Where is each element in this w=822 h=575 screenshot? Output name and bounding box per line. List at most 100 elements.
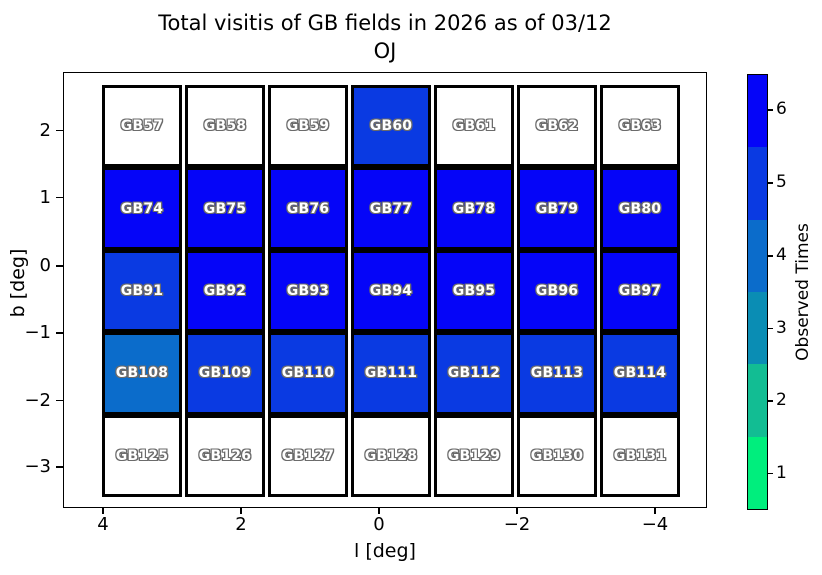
y-axis-tick	[56, 265, 63, 267]
grid-cell: GB125	[102, 414, 182, 497]
grid-cell: GB126	[185, 414, 265, 497]
grid-cell-label: GB111	[364, 365, 418, 382]
chart-title-line1: Total visitis of GB fields in 2026 as of…	[158, 11, 612, 35]
x-axis-tick-label: 0	[373, 514, 385, 535]
field-grid: GB57 GB58 GB59 GB60 GB61 GB62 GB63 GB74 GB75 GB76…	[102, 85, 680, 497]
grid-cell: GB112	[434, 332, 514, 415]
grid-cell-label: GB112	[447, 365, 501, 382]
grid-cell-label: GB94	[369, 282, 413, 299]
colorbar-tick-label: 5	[776, 172, 787, 192]
y-axis-tick	[56, 332, 63, 334]
x-axis-tick	[240, 507, 242, 514]
x-axis-label: l [deg]	[354, 540, 416, 562]
colorbar-tick	[768, 255, 773, 257]
y-axis-tick	[56, 399, 63, 402]
grid-cell-label: GB76	[286, 200, 330, 217]
grid-cell: GB74	[102, 167, 182, 250]
grid-cell: GB76	[268, 167, 348, 250]
x-axis-tick-label: −4	[641, 514, 669, 535]
grid-cell: GB79	[517, 167, 597, 250]
x-axis-tick	[516, 507, 518, 514]
colorbar	[747, 74, 768, 510]
y-axis-tick	[56, 129, 63, 132]
grid-cell-label: GB80	[618, 200, 662, 217]
grid-cell: GB77	[351, 167, 431, 250]
y-axis-tick	[56, 196, 63, 199]
x-axis-tick	[102, 507, 104, 514]
grid-cell: GB114	[600, 332, 680, 415]
colorbar-label: Observed Times	[793, 223, 813, 361]
grid-cell: GB61	[434, 85, 514, 168]
grid-cell: GB58	[185, 85, 265, 168]
grid-cell: GB130	[517, 414, 597, 497]
colorbar-segment	[748, 364, 767, 437]
grid-cell-label: GB62	[535, 118, 579, 135]
x-axis-tick	[654, 507, 656, 514]
grid-cell: GB93	[268, 249, 348, 333]
colorbar-tick-label: 1	[776, 462, 787, 483]
grid-cell-label: GB63	[618, 118, 662, 135]
colorbar-segment	[748, 147, 767, 220]
colorbar-segment	[748, 219, 767, 292]
colorbar-tick-label: 3	[776, 317, 787, 338]
grid-cell-label: GB127	[281, 447, 335, 464]
plot-frame: GB57 GB58 GB59 GB60 GB61 GB62 GB63 GB74 GB75 GB76…	[63, 72, 707, 508]
grid-cell-label: GB59	[286, 118, 330, 135]
y-axis-tick-label: 0	[39, 255, 51, 276]
grid-cell-label: GB108	[115, 365, 169, 382]
grid-cell-label: GB95	[452, 282, 496, 299]
x-axis-tick-label: 2	[235, 514, 247, 535]
y-axis-tick	[56, 466, 63, 468]
grid-cell-label: GB125	[115, 447, 169, 464]
grid-cell-label: GB77	[369, 200, 413, 217]
grid-cell: GB80	[600, 167, 680, 250]
grid-cell: GB94	[351, 249, 431, 333]
x-axis-tick-label: 4	[97, 514, 109, 535]
grid-cell-label: GB126	[198, 447, 252, 464]
grid-cell-label: GB96	[535, 282, 579, 299]
grid-cell-label: GB130	[530, 447, 584, 464]
grid-cell-label: GB78	[452, 200, 496, 217]
grid-cell: GB131	[600, 414, 680, 497]
grid-cell-label: GB110	[281, 365, 335, 382]
grid-cell: GB127	[268, 414, 348, 497]
y-axis-tick-label: 1	[39, 186, 51, 208]
chart-title-line2: OJ	[373, 39, 397, 63]
grid-cell-label: GB91	[120, 282, 164, 299]
grid-cell: GB78	[434, 167, 514, 250]
colorbar-tick-label: 4	[776, 245, 787, 265]
grid-cell: GB57	[102, 85, 182, 168]
grid-cell: GB95	[434, 249, 514, 333]
grid-cell-label: GB113	[530, 365, 584, 382]
colorbar-segment	[748, 75, 767, 148]
grid-cell: GB113	[517, 332, 597, 415]
colorbar-tick	[768, 109, 773, 111]
grid-cell: GB96	[517, 249, 597, 333]
colorbar-tick	[768, 327, 773, 330]
grid-cell-label: GB60	[369, 118, 413, 135]
grid-cell: GB129	[434, 414, 514, 497]
colorbar-tick-label: 2	[776, 390, 787, 410]
grid-cell-label: GB57	[120, 118, 164, 135]
grid-cell-label: GB131	[613, 447, 667, 464]
grid-cell: GB110	[268, 332, 348, 415]
colorbar-tick	[768, 400, 773, 402]
grid-cell: GB75	[185, 167, 265, 250]
colorbar-tick	[768, 182, 773, 184]
grid-cell-label: GB109	[198, 365, 252, 382]
y-axis-label: b [deg]	[7, 248, 29, 318]
y-axis-tick-label: −1	[24, 322, 51, 343]
grid-cell-label: GB97	[618, 282, 662, 299]
colorbar-tick	[768, 472, 773, 475]
grid-cell-label: GB129	[447, 447, 501, 464]
colorbar-segment	[748, 436, 767, 509]
grid-cell-label: GB128	[364, 447, 418, 464]
y-axis-tick-label: 2	[39, 119, 51, 141]
grid-cell: GB91	[102, 249, 182, 333]
grid-cell: GB109	[185, 332, 265, 415]
x-axis-tick-label: −2	[503, 514, 531, 535]
grid-cell: GB59	[268, 85, 348, 168]
colorbar-tick-label: 6	[776, 99, 787, 119]
grid-cell: GB111	[351, 332, 431, 415]
